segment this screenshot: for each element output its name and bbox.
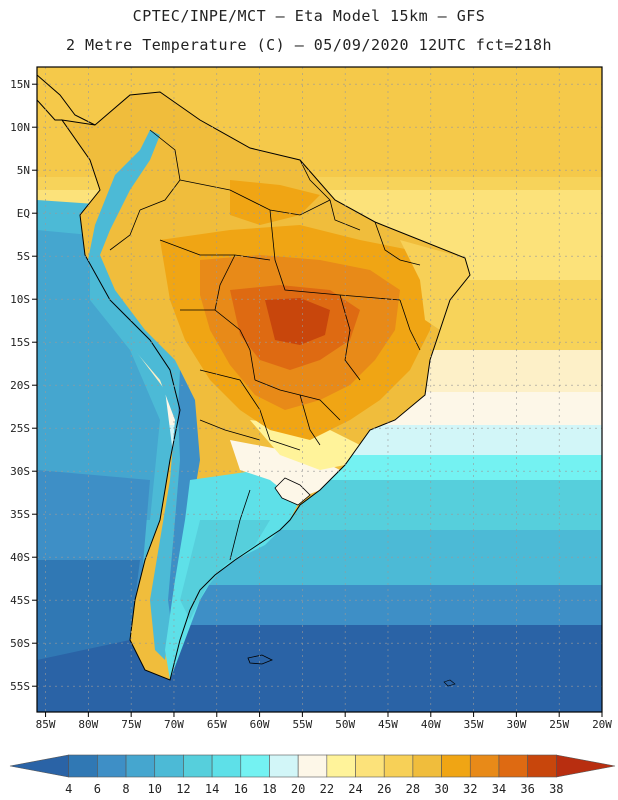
- lat-tick-label: 40S: [10, 551, 30, 564]
- map-title-line-2: 2 Metre Temperature (C) – 05/09/2020 12U…: [65, 36, 553, 54]
- lat-tick-label: 45S: [10, 594, 30, 607]
- colorbar-label: 10: [148, 782, 162, 796]
- colorbar-label: 34: [492, 782, 506, 796]
- colorbar-label: 36: [520, 782, 534, 796]
- colorbar-label: 32: [463, 782, 477, 796]
- lat-tick-label: EQ: [17, 207, 30, 220]
- lon-tick-label: 70W: [164, 718, 184, 731]
- colorbar-label: 6: [94, 782, 101, 796]
- colorbar-swatch: [383, 754, 414, 778]
- lon-tick-label: 50W: [335, 718, 355, 731]
- country-borders: [109, 129, 421, 561]
- lon-tick-label: 55W: [292, 718, 312, 731]
- colorbar-swatch: [556, 754, 616, 778]
- graticule: [37, 67, 602, 712]
- colorbar-swatch: [326, 754, 356, 778]
- lat-tick-label: 55S: [10, 680, 30, 693]
- colorbar-swatch: [498, 754, 528, 778]
- lon-tick-label: 85W: [36, 718, 56, 731]
- colorbar-swatch: [97, 754, 127, 778]
- colorbar-swatch: [240, 754, 270, 778]
- colorbar-swatch: [211, 754, 242, 778]
- lon-tick-label: 35W: [464, 718, 484, 731]
- colorbar-swatch: [183, 754, 213, 778]
- lon-tick-label: 20W: [592, 718, 612, 731]
- lon-tick-label: 75W: [121, 718, 141, 731]
- lat-tick-label: 5S: [17, 250, 30, 263]
- colorbar-label: 20: [291, 782, 305, 796]
- lon-tick-label: 60W: [250, 718, 270, 731]
- colorbar-label: 26: [377, 782, 391, 796]
- colorbar-swatch: [412, 754, 442, 778]
- colorbar-label: 28: [406, 782, 420, 796]
- lat-tick-label: 10S: [10, 293, 30, 306]
- colorbar-label: 12: [176, 782, 190, 796]
- lon-tick-label: 65W: [207, 718, 227, 731]
- map-frame: [36, 66, 603, 713]
- lon-tick-label: 45W: [378, 718, 398, 731]
- colorbar-label: 24: [348, 782, 362, 796]
- lon-tick-label: 30W: [506, 718, 526, 731]
- colorbar-label: 22: [320, 782, 334, 796]
- colorbar-swatch: [68, 754, 98, 778]
- colorbar-swatch: [441, 754, 471, 778]
- colorbar-swatch: [9, 754, 69, 778]
- lon-tick-label: 80W: [78, 718, 98, 731]
- lat-tick-label: 20S: [10, 379, 30, 392]
- lon-tick-label: 25W: [549, 718, 569, 731]
- lat-tick-label: 15S: [10, 336, 30, 349]
- longitude-axis: 85W 80W 75W 70W 65W 60W 55W 50W 45W 40W 35W 30W 25W 2…: [36, 712, 612, 731]
- colorbar-label: 38: [549, 782, 563, 796]
- colorbar-swatch: [527, 754, 557, 778]
- map-title-line-1: CPTEC/INPE/MCT – Eta Model 15km – GFS: [132, 7, 486, 25]
- lat-tick-label: 35S: [10, 508, 30, 521]
- lat-tick-label: 5N: [17, 164, 30, 177]
- colorbar-swatch: [269, 754, 299, 778]
- colorbar-label: 8: [122, 782, 129, 796]
- colorbar-swatch: [469, 754, 500, 778]
- lat-tick-label: 10N: [10, 121, 30, 134]
- colorbar-swatch: [125, 754, 156, 778]
- colorbar-swatch: [154, 754, 184, 778]
- temperature-colorbar: 4 6 8 10 12 14 16 18 20 22 24 26 28 30 32 34 36 38: [9, 754, 616, 796]
- colorbar-label: 14: [205, 782, 219, 796]
- colorbar-swatch: [355, 754, 385, 778]
- lat-tick-label: 50S: [10, 637, 30, 650]
- lat-tick-label: 15N: [10, 78, 30, 91]
- colorbar-label: 30: [434, 782, 448, 796]
- latitude-axis: 15N 10N 5N EQ 5S 10S 15S 20S 25S 30S 35S 40S 45S 50S 5…: [10, 78, 37, 693]
- lon-tick-label: 40W: [421, 718, 441, 731]
- lat-tick-label: 30S: [10, 465, 30, 478]
- colorbar-label: 18: [262, 782, 276, 796]
- colorbar-swatch: [297, 754, 328, 778]
- lat-tick-label: 25S: [10, 422, 30, 435]
- colorbar-label: 16: [234, 782, 248, 796]
- colorbar-label: 4: [65, 782, 72, 796]
- temperature-field: [37, 67, 602, 712]
